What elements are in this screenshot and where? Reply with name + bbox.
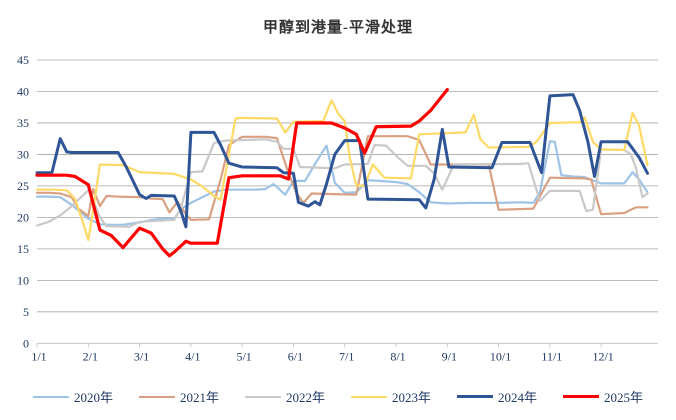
legend-label: 2021年 <box>179 390 219 405</box>
legend-label: 2023年 <box>392 390 432 405</box>
y-tick-label: 30 <box>17 147 29 161</box>
y-axis-labels: 0 5 10 15 20 25 30 35 40 45 <box>17 53 29 350</box>
legend-item-2020: 2020年 <box>32 387 113 406</box>
legend-swatch <box>563 395 600 398</box>
gridlines <box>37 59 658 344</box>
chart-title: 甲醇到港量-平滑处理 <box>263 20 413 36</box>
chart-legend: 2020年 2021年 2022年 2023年 2024年 2025年 <box>0 387 676 406</box>
y-tick-label: 20 <box>17 210 29 224</box>
y-tick-label: 15 <box>17 242 29 256</box>
legend-label: 2022年 <box>285 390 325 405</box>
x-tick-label: 11/1 <box>541 349 562 363</box>
legend-swatch <box>138 395 175 398</box>
x-tick-label: 8/1 <box>390 349 405 363</box>
y-tick-label: 25 <box>17 179 29 193</box>
series-line-2021 <box>35 135 649 221</box>
legend-label: 2025年 <box>604 390 644 405</box>
series-line-2023 <box>35 99 649 242</box>
x-tick-label: 12/1 <box>592 349 613 363</box>
legend-label: 2020年 <box>73 390 113 405</box>
legend-item-2024: 2024年 <box>457 387 537 406</box>
legend-swatch <box>457 395 494 398</box>
legend-swatch <box>244 395 281 398</box>
x-tick-label: 3/1 <box>134 349 149 363</box>
x-axis-labels: 1/1 2/1 3/1 4/1 5/1 6/1 7/1 8/1 9/1 10/1 11/1 12/1 <box>31 343 614 363</box>
x-tick-label: 2/1 <box>83 349 98 363</box>
x-tick-label: 10/1 <box>490 349 511 363</box>
y-tick-label: 35 <box>17 116 29 130</box>
legend-item-2025: 2025年 <box>563 387 643 406</box>
legend-label: 2024年 <box>498 390 538 405</box>
y-tick-label: 45 <box>17 53 29 67</box>
x-tick-label: 1/1 <box>31 349 46 363</box>
series-line-2022 <box>35 138 649 228</box>
legend-swatch <box>32 395 69 398</box>
x-tick-label: 6/1 <box>288 349 303 363</box>
series-line-2020 <box>35 140 649 226</box>
x-tick-label: 4/1 <box>185 349 200 363</box>
series-line-2024 <box>35 93 649 229</box>
legend-item-2021: 2021年 <box>138 387 219 406</box>
y-tick-label: 0 <box>23 336 29 350</box>
legend-item-2023: 2023年 <box>351 387 431 406</box>
y-tick-label: 5 <box>23 305 29 319</box>
legend-swatch <box>351 395 387 398</box>
series-line-2025 <box>35 87 449 258</box>
legend-item-2022: 2022年 <box>244 387 325 406</box>
x-tick-label: 5/1 <box>236 349 251 363</box>
x-tick-label: 9/1 <box>442 349 457 363</box>
y-tick-label: 10 <box>17 273 29 287</box>
x-tick-label: 7/1 <box>339 349 354 363</box>
y-tick-label: 40 <box>17 84 29 98</box>
